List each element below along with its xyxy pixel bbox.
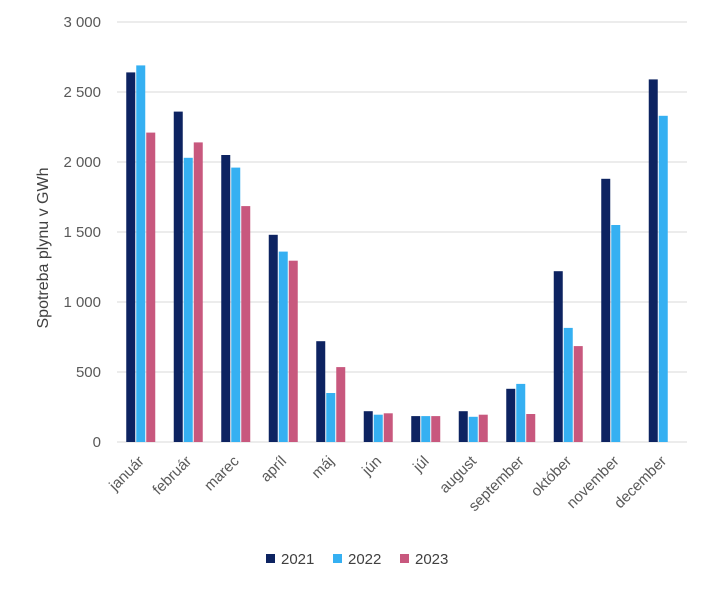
x-tick-labels: január február marec apríl máj jún júl augustse… bbox=[105, 452, 670, 515]
legend-label: 2023 bbox=[415, 551, 448, 568]
bar-2023-8 bbox=[478, 414, 488, 442]
bar-2021-8 bbox=[458, 411, 468, 442]
bar-2021-1 bbox=[126, 72, 136, 443]
gridlines bbox=[117, 21, 687, 443]
bar-2022-12 bbox=[658, 115, 668, 443]
bar-2021-6 bbox=[363, 411, 373, 442]
bar-2023-6 bbox=[383, 413, 393, 442]
legend-label: 2021 bbox=[281, 551, 314, 568]
bar-2022-10 bbox=[563, 327, 573, 442]
x-tick-label: máj bbox=[308, 453, 337, 482]
x-tick-label: január bbox=[105, 453, 147, 495]
bar-2021-2 bbox=[173, 111, 183, 442]
bars bbox=[126, 65, 668, 443]
bar-2023-7 bbox=[431, 416, 441, 442]
bar-2021-12 bbox=[648, 79, 658, 443]
y-tick-label: 1 000 bbox=[63, 294, 101, 311]
bar-2021-9 bbox=[506, 388, 516, 442]
x-tick-label: február bbox=[149, 453, 195, 499]
bar-2021-5 bbox=[316, 341, 326, 442]
bar-2022-8 bbox=[468, 416, 478, 442]
x-tick-label: apríl bbox=[257, 453, 290, 486]
y-tick-label: 500 bbox=[76, 364, 101, 381]
bar-2022-3 bbox=[231, 167, 241, 442]
bar-2022-11 bbox=[611, 225, 621, 442]
legend-label: 2022 bbox=[348, 551, 381, 568]
bar-2021-10 bbox=[553, 271, 563, 442]
x-tick-label: marec bbox=[201, 452, 243, 494]
bar-2023-10 bbox=[573, 346, 583, 442]
bar-2022-5 bbox=[326, 393, 336, 442]
bar-2022-1 bbox=[136, 65, 146, 443]
y-tick-label: 2 500 bbox=[63, 84, 101, 101]
bar-2021-4 bbox=[268, 234, 278, 442]
bar-2022-6 bbox=[373, 414, 383, 442]
bar-2023-5 bbox=[336, 367, 346, 442]
bar-2021-11 bbox=[601, 178, 611, 443]
bar-2021-7 bbox=[411, 416, 421, 442]
legend-swatch bbox=[266, 554, 275, 563]
y-tick-label: 2 000 bbox=[63, 154, 101, 171]
bar-2022-4 bbox=[278, 251, 288, 442]
x-tick-label: október bbox=[528, 453, 575, 500]
bar-2022-9 bbox=[516, 383, 526, 442]
bar-2021-3 bbox=[221, 155, 231, 442]
bar-2023-3 bbox=[241, 206, 251, 442]
bar-2023-4 bbox=[288, 260, 298, 442]
legend: 2021 2022 2023 bbox=[266, 551, 448, 568]
bar-2023-9 bbox=[526, 414, 536, 442]
y-tick-label: 0 bbox=[93, 434, 101, 451]
bar-2022-7 bbox=[421, 416, 431, 442]
bar-2023-2 bbox=[193, 142, 203, 442]
x-tick-label: december bbox=[611, 453, 670, 512]
y-axis-label: Spotreba plynu v GWh bbox=[35, 168, 52, 329]
bar-2022-2 bbox=[183, 157, 193, 443]
y-tick-labels: 0 500 1 000 1 500 2 000 2 500 3 000 bbox=[63, 14, 101, 451]
x-tick-label: august bbox=[436, 452, 480, 496]
y-tick-label: 3 000 bbox=[63, 14, 101, 31]
bar-2023-1 bbox=[146, 132, 156, 442]
x-tick-label: jún bbox=[358, 453, 385, 480]
x-tick-label: júl bbox=[409, 453, 432, 476]
y-tick-label: 1 500 bbox=[63, 224, 101, 241]
legend-swatch bbox=[400, 554, 409, 563]
legend-swatch bbox=[333, 554, 342, 563]
